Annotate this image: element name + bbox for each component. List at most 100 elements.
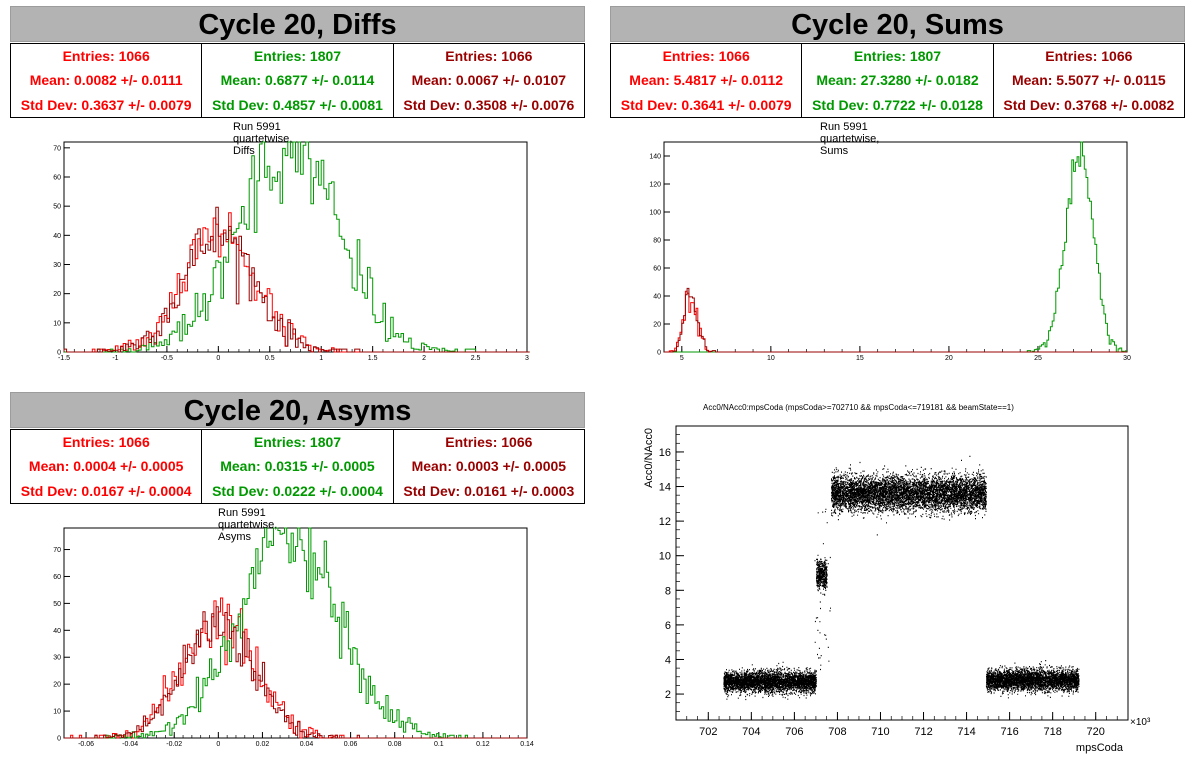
y-tick-label: 20 (53, 291, 61, 298)
histogram-series-1 (64, 527, 527, 739)
x-tick-label: 720 (1087, 726, 1105, 738)
y-axis-label: Acc0/NAcc0 (643, 428, 655, 488)
x-tick-label: 20 (945, 355, 953, 362)
x-tick-label: 0.04 (300, 741, 314, 748)
mean-label: Mean: 5.4817 +/- 0.0112 (629, 72, 784, 89)
y-tick-label: 12 (659, 516, 671, 528)
sums-title: Cycle 20, Sums (610, 6, 1185, 42)
x-tick-label: 2 (422, 355, 426, 362)
stats-column: Entries: 1066 Mean: 5.5077 +/- 0.0115 St… (994, 44, 1184, 117)
std-label: Std Dev: 0.3641 +/- 0.0079 (620, 96, 792, 113)
stats-column: Entries: 1807 Mean: 0.0315 +/- 0.0005 St… (202, 430, 394, 503)
x-tick-label: 0.02 (256, 741, 270, 748)
stats-column: Entries: 1066 Mean: 0.0003 +/- 0.0005 St… (394, 430, 584, 503)
x-tick-label: 702 (699, 726, 717, 738)
x-tick-label: 1.5 (368, 355, 378, 362)
std-label: Std Dev: 0.0161 +/- 0.0003 (403, 482, 575, 499)
y-tick-label: 120 (649, 182, 661, 189)
y-tick-label: 60 (653, 266, 661, 273)
plot-frame (63, 141, 528, 353)
histogram-series-0 (64, 597, 527, 739)
entries-label: Entries: 1807 (253, 48, 342, 65)
y-tick-label: 40 (53, 628, 61, 635)
y-tick-label: 80 (653, 238, 661, 245)
mean-label: Mean: 0.0067 +/- 0.0107 (411, 72, 567, 89)
y-tick-label: 20 (653, 322, 661, 329)
x-tick-label: -0.04 (122, 741, 138, 748)
x-axis-label: mpsCoda (1076, 742, 1124, 754)
y-tick-label: 140 (649, 154, 661, 161)
y-tick-label: 10 (53, 320, 61, 327)
plot-frame (663, 141, 1128, 353)
entries-label: Entries: 1066 (662, 48, 750, 65)
x-tick-label: -0.5 (161, 355, 173, 362)
x-multiplier-label: ×10³ (1130, 717, 1151, 728)
y-tick-label: 0 (657, 350, 661, 357)
y-tick-label: 70 (53, 547, 61, 554)
x-tick-label: 0.14 (520, 741, 534, 748)
y-tick-label: 50 (53, 601, 61, 608)
x-tick-label: 712 (914, 726, 932, 738)
x-tick-label: 718 (1043, 726, 1061, 738)
x-tick-label: 15 (856, 355, 864, 362)
scatter-title: Acc0/NAcc0:mpsCoda (mpsCoda>=702710 && m… (703, 403, 1014, 412)
asyms-stats-box: Entries: 1066 Mean: 0.0004 +/- 0.0005 St… (10, 429, 585, 504)
std-label: Std Dev: 0.0167 +/- 0.0004 (20, 482, 192, 499)
sums-caption: Run 5991 quartetwise, Sums (820, 121, 880, 157)
stats-column: Entries: 1066 Mean: 5.4817 +/- 0.0112 St… (611, 44, 803, 117)
entries-label: Entries: 1066 (445, 48, 533, 65)
x-tick-label: 2.5 (471, 355, 481, 362)
x-tick-label: 25 (1034, 355, 1042, 362)
mean-label: Mean: 27.3280 +/- 0.0182 (816, 72, 979, 89)
histogram-2: -0.06 -0.04 -0.02 0 0.02 0.04 0.06 0.08 0.1 0.12 0… (53, 527, 534, 748)
sums-stats-box: Entries: 1066 Mean: 5.4817 +/- 0.0112 St… (610, 43, 1185, 118)
histogram-series-2 (63, 206, 530, 353)
scatter-points (723, 455, 1080, 701)
x-tick-label: 0 (216, 355, 220, 362)
y-tick-label: 10 (53, 709, 61, 716)
histogram-series-2 (664, 287, 1127, 353)
y-tick-label: 100 (649, 210, 661, 217)
entries-label: Entries: 1807 (853, 48, 942, 65)
stats-column: Entries: 1066 Mean: 0.0067 +/- 0.0107 St… (394, 44, 584, 117)
histogram-series-0 (64, 212, 530, 353)
x-tick-label: 30 (1123, 355, 1131, 362)
x-tick-label: -1.5 (58, 355, 70, 362)
x-tick-label: 0.12 (476, 741, 490, 748)
x-tick-label: -0.06 (78, 741, 94, 748)
entries-label: Entries: 1807 (253, 434, 342, 451)
histogram-series-0 (664, 290, 1127, 353)
y-tick-label: 50 (53, 204, 61, 211)
stats-column: Entries: 1807 Mean: 27.3280 +/- 0.0182 S… (802, 44, 994, 117)
std-label: Std Dev: 0.0222 +/- 0.0004 (212, 482, 383, 499)
diffs-stats-box: Entries: 1066 Mean: 0.0082 +/- 0.0111 St… (10, 43, 585, 118)
mean-label: Mean: 0.0082 +/- 0.0111 (29, 72, 183, 89)
histogram-series-1 (64, 141, 530, 353)
x-tick-label: 5 (680, 355, 684, 362)
y-tick-label: 10 (659, 551, 671, 563)
y-tick-label: 16 (659, 447, 671, 459)
y-tick-label: 30 (53, 655, 61, 662)
y-tick-label: 14 (659, 482, 671, 494)
y-tick-label: 2 (665, 689, 671, 701)
asyms-caption: Run 5991 quartetwise, Asyms (218, 507, 278, 543)
x-tick-label: 1 (319, 355, 323, 362)
x-tick-label: 0.1 (434, 741, 444, 748)
entries-label: Entries: 1066 (1045, 48, 1133, 65)
y-tick-label: 4 (665, 654, 671, 666)
x-tick-label: 0.06 (344, 741, 358, 748)
x-tick-label: -1 (112, 355, 118, 362)
scatter-plot: 702 704 706 708 710 712 714 716 718 720 2 4 6 8 10 12 14… (643, 425, 1151, 754)
y-tick-label: 0 (57, 350, 61, 357)
mean-label: Mean: 0.0004 +/- 0.0005 (28, 458, 184, 475)
x-tick-label: 704 (742, 726, 760, 738)
mean-label: Mean: 5.5077 +/- 0.0115 (1011, 72, 1166, 89)
mean-label: Mean: 0.0315 +/- 0.0005 (220, 458, 375, 475)
x-tick-label: 706 (785, 726, 803, 738)
std-label: Std Dev: 0.3768 +/- 0.0082 (1003, 96, 1175, 113)
entries-label: Entries: 1066 (62, 48, 150, 65)
x-tick-label: 0.5 (265, 355, 275, 362)
x-tick-label: 10 (767, 355, 775, 362)
y-tick-label: 40 (53, 233, 61, 240)
